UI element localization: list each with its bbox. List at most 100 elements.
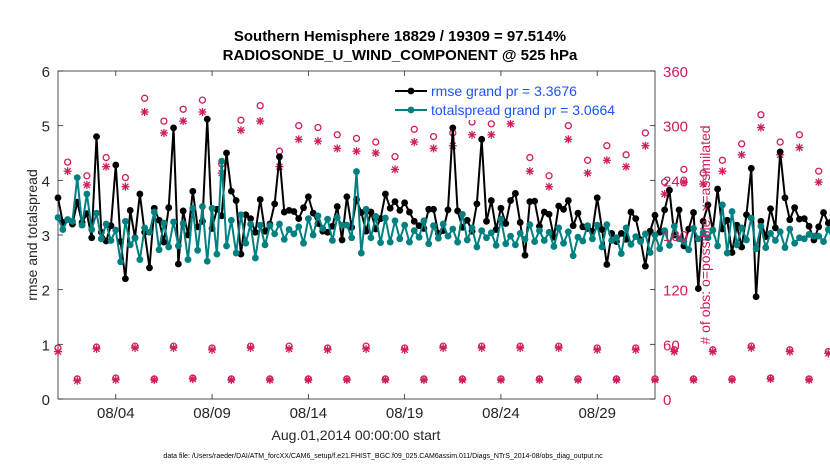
obs-possible-marker xyxy=(391,152,399,161)
point-totalspread xyxy=(300,239,307,247)
x-tick-label: 08/24 xyxy=(482,405,520,422)
point-rmse xyxy=(771,224,779,232)
obs-assimilated-marker xyxy=(285,344,294,353)
point-totalspread xyxy=(362,205,370,213)
obs-possible-marker xyxy=(295,122,303,130)
point-totalspread xyxy=(526,221,534,229)
point-totalspread xyxy=(646,249,654,256)
point-rmse xyxy=(747,164,755,172)
obs-assimilated-marker xyxy=(535,375,544,384)
point-totalspread xyxy=(555,224,563,232)
point-totalspread xyxy=(54,214,62,221)
point-rmse xyxy=(444,206,452,214)
point-rmse xyxy=(478,135,486,143)
point-rmse xyxy=(343,193,351,201)
point-totalspread xyxy=(59,226,67,233)
obs-possible-marker xyxy=(314,123,322,132)
obs-assimilated-marker xyxy=(583,169,592,178)
point-totalspread xyxy=(656,245,664,253)
axis-ticks xyxy=(58,70,655,400)
x-tick-label: 08/14 xyxy=(290,405,328,422)
obs-possible-marker xyxy=(237,116,245,124)
point-totalspread xyxy=(444,232,452,240)
obs-possible-marker xyxy=(660,178,669,186)
obs-possible-marker xyxy=(410,125,418,133)
point-totalspread xyxy=(536,227,543,235)
point-totalspread xyxy=(439,220,447,228)
obs-assimilated-marker xyxy=(63,167,72,176)
point-rmse xyxy=(401,199,409,207)
obs-assimilated-marker xyxy=(718,167,727,176)
point-totalspread xyxy=(743,236,750,244)
obs-possible-marker xyxy=(429,132,438,141)
point-totalspread xyxy=(613,234,620,242)
point-totalspread xyxy=(184,256,192,263)
point-totalspread xyxy=(170,218,177,226)
right-tick-label: 120 xyxy=(663,283,688,300)
point-rmse xyxy=(295,215,303,223)
point-totalspread xyxy=(256,221,264,229)
point-totalspread xyxy=(227,216,235,224)
point-rmse xyxy=(497,204,505,212)
obs-assimilated-marker xyxy=(766,374,775,383)
point-totalspread xyxy=(179,220,187,227)
obs-assimilated-marker xyxy=(612,375,621,384)
left-tick-label: 5 xyxy=(42,119,50,136)
y-axis-label-right: # of obs: o=possible; ×=assimilated xyxy=(697,125,713,344)
left-tick-label: 4 xyxy=(42,173,50,190)
right-tick-label: 300 xyxy=(663,119,688,136)
obs-assimilated-marker xyxy=(294,135,303,144)
point-rmse xyxy=(247,215,254,223)
obs-assimilated-marker xyxy=(805,375,814,384)
point-rmse xyxy=(569,222,577,230)
obs-possible-marker xyxy=(160,117,168,125)
point-totalspread xyxy=(781,244,789,251)
legend-label-totalspread: totalspread grand pr = 3.0664 xyxy=(431,102,615,118)
right-tick-label: 240 xyxy=(663,173,688,190)
point-totalspread xyxy=(160,219,168,227)
point-rmse xyxy=(690,209,697,216)
obs-assimilated-marker xyxy=(756,123,765,132)
point-totalspread xyxy=(285,226,293,233)
obs-assimilated-marker xyxy=(419,375,428,384)
point-rmse xyxy=(593,194,601,202)
point-totalspread xyxy=(651,231,659,239)
right-tick-label: 60 xyxy=(663,337,680,354)
obs-assimilated-marker xyxy=(246,343,255,352)
point-rmse xyxy=(251,228,259,236)
point-rmse xyxy=(93,133,100,141)
point-totalspread xyxy=(762,244,770,251)
point-rmse xyxy=(767,205,774,213)
point-totalspread xyxy=(603,221,611,229)
point-totalspread xyxy=(304,215,312,223)
point-totalspread xyxy=(261,241,269,249)
obs-possible-marker xyxy=(526,153,534,162)
obs-possible-marker xyxy=(372,138,380,146)
point-totalspread xyxy=(487,229,495,237)
point-totalspread xyxy=(353,168,360,175)
obs-assimilated-marker xyxy=(371,149,380,157)
obs-possible-marker xyxy=(102,153,110,162)
obs-assimilated-marker xyxy=(439,343,448,352)
point-totalspread xyxy=(93,209,100,217)
point-totalspread xyxy=(218,157,226,165)
point-totalspread xyxy=(410,227,418,235)
obs-assimilated-marker xyxy=(468,130,477,139)
point-totalspread xyxy=(815,232,823,240)
obs-assimilated-marker xyxy=(150,375,159,384)
point-rmse xyxy=(574,209,582,217)
obs-possible-marker xyxy=(121,173,130,182)
obs-assimilated-marker xyxy=(102,162,111,171)
obs-assimilated-marker xyxy=(631,345,640,354)
point-rmse xyxy=(165,204,173,212)
obs-possible-marker xyxy=(815,167,823,175)
point-totalspread xyxy=(733,241,741,249)
left-tick-label: 0 xyxy=(42,392,50,409)
point-totalspread xyxy=(338,221,346,229)
obs-possible-marker xyxy=(603,142,611,150)
point-totalspread xyxy=(223,242,230,250)
point-totalspread xyxy=(415,233,423,241)
point-rmse xyxy=(555,202,563,210)
point-totalspread xyxy=(367,234,375,242)
obs-assimilated-marker xyxy=(506,119,515,128)
